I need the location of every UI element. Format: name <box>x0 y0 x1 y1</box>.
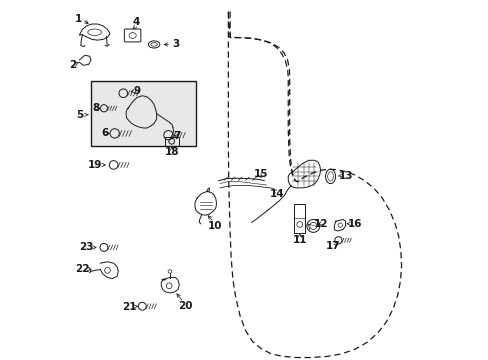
Text: 8: 8 <box>92 103 99 113</box>
Text: 22: 22 <box>75 264 89 274</box>
Text: 4: 4 <box>132 17 140 27</box>
Text: 10: 10 <box>207 221 222 231</box>
Text: 14: 14 <box>270 189 284 199</box>
Text: 12: 12 <box>313 220 328 229</box>
Text: 21: 21 <box>122 302 136 312</box>
Text: 3: 3 <box>172 40 180 49</box>
Bar <box>164 137 178 145</box>
Text: 6: 6 <box>101 129 108 138</box>
Text: 23: 23 <box>79 242 93 252</box>
Text: 15: 15 <box>253 168 267 179</box>
FancyBboxPatch shape <box>90 81 196 145</box>
Text: 5: 5 <box>77 110 84 120</box>
Text: 16: 16 <box>347 219 362 229</box>
Text: 13: 13 <box>338 171 352 181</box>
Text: 7: 7 <box>173 131 181 141</box>
Text: 20: 20 <box>178 301 192 311</box>
Text: 1: 1 <box>75 14 82 24</box>
Text: 2: 2 <box>69 59 77 69</box>
Text: 9: 9 <box>133 86 140 96</box>
Text: 17: 17 <box>325 241 340 251</box>
Text: 18: 18 <box>164 147 179 157</box>
Text: 19: 19 <box>87 160 102 170</box>
Text: 11: 11 <box>292 235 306 245</box>
Bar <box>293 204 305 233</box>
